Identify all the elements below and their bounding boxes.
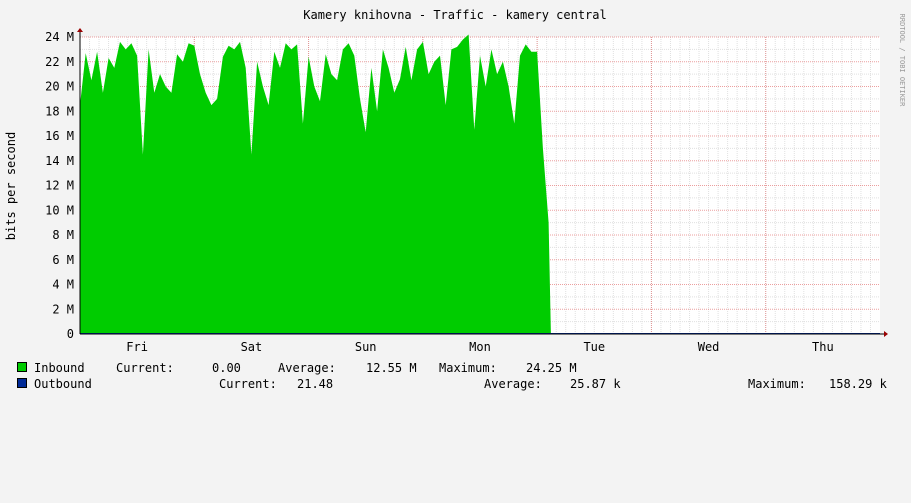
x-tick-label: Tue [583, 340, 605, 354]
traffic-chart: 0 2 M 4 M 6 M 8 M 10 M 12 M 14 M 16 M 18 M 20 M 22 … [4, 8, 906, 354]
y-tick-label: 16 M [45, 129, 74, 143]
y-axis-arrow [77, 28, 83, 32]
axes [77, 28, 888, 337]
y-tick-label: 24 M [45, 30, 74, 44]
legend-inbound-current-label: Current: [116, 361, 174, 375]
legend-outbound-maximum: 158.29 k [829, 377, 887, 391]
legend-inbound-current: 0.00 [212, 361, 241, 375]
rrdtool-watermark: RRDTOOL / TOBI OETIKER [898, 14, 906, 108]
x-tick-label: Fri [126, 340, 148, 354]
x-tick-label: Mon [469, 340, 491, 354]
outbound-swatch [17, 378, 27, 388]
x-tick-labels: Fri Sat Sun Mon Tue Wed Thu [126, 340, 833, 354]
x-tick-label: Wed [698, 340, 720, 354]
legend-outbound-maximum-label: Maximum: [748, 377, 806, 391]
legend-inbound: Inbound Current: 0.00 Average: 12.55 M M… [17, 361, 577, 375]
y-tick-label: 12 M [45, 179, 74, 193]
x-tick-label: Sat [241, 340, 263, 354]
legend-outbound-current: 21.48 [297, 377, 334, 391]
legend-outbound-current-label: Current: [219, 377, 277, 391]
legend-inbound-maximum: 24.25 M [526, 361, 577, 375]
inbound-area [80, 34, 555, 334]
x-tick-label: Thu [812, 340, 834, 354]
y-tick-label: 14 M [45, 154, 74, 168]
y-tick-labels: 0 2 M 4 M 6 M 8 M 10 M 12 M 14 M 16 M 18 M 20 M 22 … [45, 30, 74, 341]
y-tick-label: 10 M [45, 203, 74, 217]
y-tick-label: 22 M [45, 55, 74, 69]
y-tick-label: 18 M [45, 104, 74, 118]
y-tick-label: 4 M [52, 278, 74, 292]
y-tick-label: 0 [67, 327, 74, 341]
legend-outbound-average-label: Average: [484, 377, 542, 391]
legend-outbound: Outbound Current: 21.48 Average: 25.87 k… [17, 377, 887, 391]
inbound-swatch [17, 362, 27, 372]
y-tick-label: 8 M [52, 228, 74, 242]
legend-outbound-label: Outbound [34, 377, 92, 391]
x-tick-label: Sun [355, 340, 377, 354]
legend-inbound-average-label: Average: [278, 361, 336, 375]
legend-inbound-average: 12.55 M [366, 361, 417, 375]
y-tick-label: 2 M [52, 302, 74, 316]
legend-inbound-maximum-label: Maximum: [439, 361, 497, 375]
legend-outbound-average: 25.87 k [570, 377, 621, 391]
chart-title: Kamery knihovna - Traffic - kamery centr… [303, 8, 606, 22]
y-tick-label: 6 M [52, 253, 74, 267]
y-tick-label: 20 M [45, 80, 74, 94]
legend-inbound-label: Inbound [34, 361, 85, 375]
x-axis-arrow [884, 331, 888, 337]
y-axis-label: bits per second [4, 132, 18, 240]
